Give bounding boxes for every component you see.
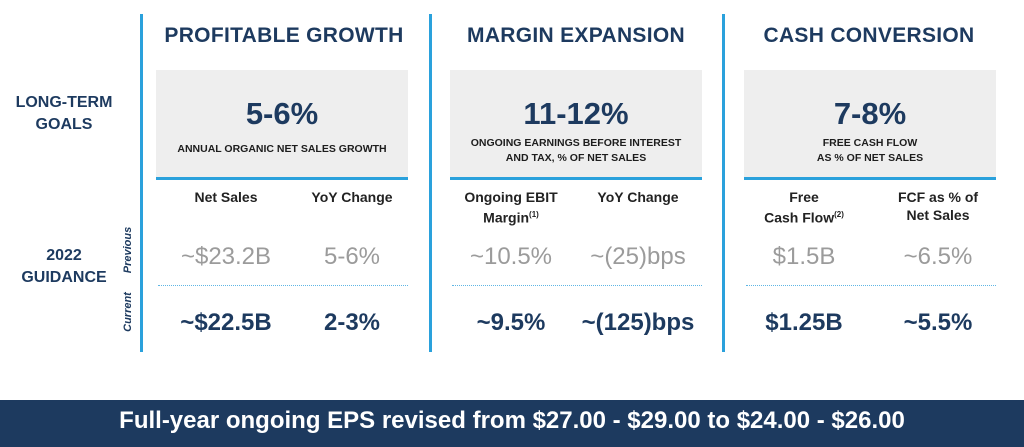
guidance-label-line2: GUIDANCE xyxy=(21,269,107,286)
goal-desc-line1: FREE CASH FLOW xyxy=(822,137,918,149)
pillar-title-profitable-growth: PROFITABLE GROWTH xyxy=(164,24,404,47)
col-head-line2: Net Sales xyxy=(906,207,970,223)
col-head-line1: Net Sales xyxy=(194,189,258,205)
previous-yoy-change: 5-6% xyxy=(323,243,381,270)
col-head-line1: YoY Change xyxy=(311,189,393,205)
goal-desc-line1: ONGOING EARNINGS BEFORE INTEREST xyxy=(470,137,682,149)
previous-net-sales: ~$23.2B xyxy=(180,243,272,270)
previous-ebit-margin: ~10.5% xyxy=(469,243,553,270)
col-head-line1: YoY Change xyxy=(597,189,679,205)
previous-row-label: Previous xyxy=(122,226,134,274)
row-separator xyxy=(452,285,702,286)
current-row-label: Current xyxy=(122,292,134,332)
previous-yoy-change: ~(25)bps xyxy=(590,243,686,270)
goal-desc-line2: AND TAX, % OF NET SALES xyxy=(505,152,647,164)
col-head-line1: FCF as % of xyxy=(897,189,979,205)
col-head-line2: Margin xyxy=(483,209,530,226)
col-head-yoy-change: YoY Change xyxy=(282,188,422,206)
col-head-line1: Free xyxy=(789,189,819,205)
goal-value: 5-6% xyxy=(245,96,319,131)
divider-3 xyxy=(722,14,725,352)
goal-box-cash-conversion: 7-8% FREE CASH FLOW AS % OF NET SALES xyxy=(744,70,996,180)
col-head-line2-wrap: Margin(1) xyxy=(436,206,586,227)
col-head-line1: Ongoing EBIT xyxy=(464,189,558,205)
current-net-sales: ~$22.5B xyxy=(180,309,272,336)
current-free-cash-flow: $1.25B xyxy=(765,309,843,336)
current-ebit-margin: ~9.5% xyxy=(476,309,546,336)
goal-description: ANNUAL ORGANIC NET SALES GROWTH xyxy=(156,142,408,157)
goal-value: 11-12% xyxy=(523,96,629,131)
current-yoy-change: ~(125)bps xyxy=(581,309,695,336)
pillar-title-cash-conversion: CASH CONVERSION xyxy=(763,24,975,47)
current-fcf-pct: ~5.5% xyxy=(903,309,973,336)
current-yoy-change: 2-3% xyxy=(323,309,381,336)
col-head-line2-wrap: Cash Flow(2) xyxy=(734,206,874,227)
previous-fcf-pct: ~6.5% xyxy=(903,243,973,270)
divider-2 xyxy=(429,14,432,352)
col-head-yoy-change: YoY Change xyxy=(563,188,713,206)
guidance-label-line1: 2022 xyxy=(46,247,82,264)
footnote-marker: (2) xyxy=(834,210,844,219)
col-head-ongoing-ebit-margin: Ongoing EBIT Margin(1) xyxy=(436,188,586,227)
col-head-fcf-pct-net-sales: FCF as % of Net Sales xyxy=(868,188,1008,224)
row-separator xyxy=(158,285,408,286)
eps-banner-text: Full-year ongoing EPS revised from $27.0… xyxy=(119,407,905,434)
goals-label-line2: GOALS xyxy=(35,116,93,133)
col-head-free-cash-flow: Free Cash Flow(2) xyxy=(734,188,874,227)
goal-desc-line1: ANNUAL ORGANIC NET SALES GROWTH xyxy=(177,143,387,155)
goal-box-margin-expansion: 11-12% ONGOING EARNINGS BEFORE INTEREST … xyxy=(450,70,702,180)
row-separator xyxy=(746,285,996,286)
pillar-title-margin-expansion: MARGIN EXPANSION xyxy=(467,24,685,47)
goal-description: ONGOING EARNINGS BEFORE INTEREST AND TAX… xyxy=(450,136,702,166)
eps-banner: Full-year ongoing EPS revised from $27.0… xyxy=(0,400,1024,447)
previous-free-cash-flow: $1.5B xyxy=(772,243,836,270)
goal-value: 7-8% xyxy=(833,96,907,131)
guidance-label: 2022 GUIDANCE xyxy=(0,245,128,289)
goal-box-profitable-growth: 5-6% ANNUAL ORGANIC NET SALES GROWTH xyxy=(156,70,408,180)
divider-1 xyxy=(140,14,143,352)
goals-label-line1: LONG-TERM xyxy=(15,94,113,111)
goal-desc-line2: AS % OF NET SALES xyxy=(816,152,924,164)
goal-description: FREE CASH FLOW AS % OF NET SALES xyxy=(744,136,996,166)
long-term-goals-label: LONG-TERM GOALS xyxy=(0,92,128,136)
col-head-line2: Cash Flow xyxy=(764,209,835,226)
col-head-net-sales: Net Sales xyxy=(156,188,296,206)
footnote-marker: (1) xyxy=(529,210,539,219)
